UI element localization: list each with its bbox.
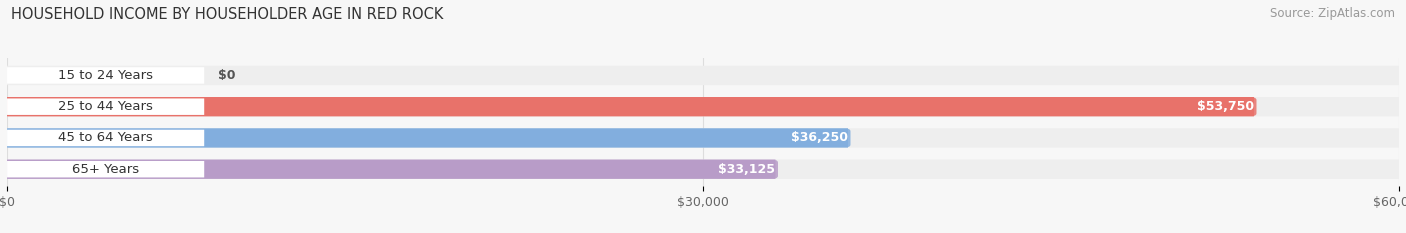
Text: $0: $0 [218, 69, 236, 82]
FancyBboxPatch shape [7, 67, 204, 84]
FancyBboxPatch shape [7, 97, 1399, 116]
Text: $53,750: $53,750 [1197, 100, 1254, 113]
FancyBboxPatch shape [7, 99, 204, 115]
FancyBboxPatch shape [7, 161, 204, 178]
Text: HOUSEHOLD INCOME BY HOUSEHOLDER AGE IN RED ROCK: HOUSEHOLD INCOME BY HOUSEHOLDER AGE IN R… [11, 7, 444, 22]
Text: $33,125: $33,125 [718, 163, 776, 176]
FancyBboxPatch shape [7, 128, 1399, 148]
Text: 65+ Years: 65+ Years [72, 163, 139, 176]
Text: 15 to 24 Years: 15 to 24 Years [58, 69, 153, 82]
FancyBboxPatch shape [7, 66, 1399, 85]
FancyBboxPatch shape [7, 128, 848, 148]
FancyBboxPatch shape [7, 97, 1254, 116]
Text: 25 to 44 Years: 25 to 44 Years [58, 100, 153, 113]
FancyBboxPatch shape [7, 130, 204, 146]
Text: Source: ZipAtlas.com: Source: ZipAtlas.com [1270, 7, 1395, 20]
Text: 45 to 64 Years: 45 to 64 Years [58, 131, 153, 144]
FancyBboxPatch shape [7, 160, 776, 179]
Text: $36,250: $36,250 [792, 131, 848, 144]
FancyBboxPatch shape [7, 160, 1399, 179]
